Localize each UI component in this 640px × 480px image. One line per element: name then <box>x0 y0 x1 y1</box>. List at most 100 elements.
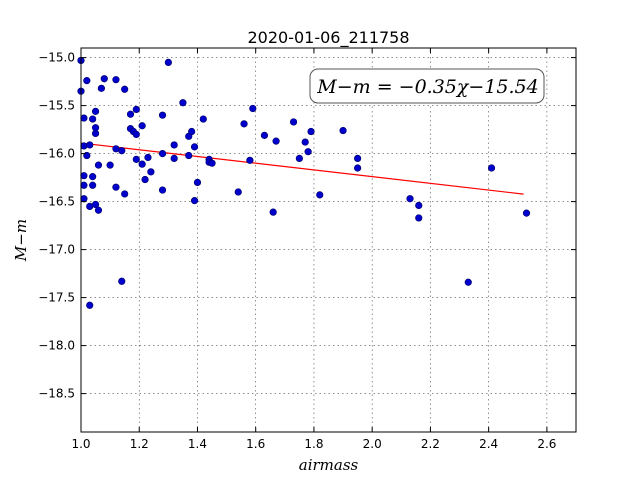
data-point <box>354 154 362 162</box>
data-point <box>138 122 146 130</box>
fit-line <box>80 142 524 195</box>
data-point <box>249 104 257 113</box>
y-tick-label: −18.5 <box>38 387 75 401</box>
data-point <box>415 201 423 210</box>
data-point <box>80 114 88 122</box>
data-point <box>132 130 140 138</box>
data-point <box>179 99 187 107</box>
x-tick-label: 2.4 <box>479 437 498 451</box>
data-point <box>118 147 126 155</box>
data-point <box>307 127 315 136</box>
data-point <box>188 127 196 136</box>
data-point <box>304 148 312 156</box>
x-tick-label: 2.2 <box>421 437 440 451</box>
data-point <box>199 115 207 123</box>
x-tick-label: 2.6 <box>537 437 556 451</box>
data-point <box>80 142 88 150</box>
data-point <box>522 209 531 217</box>
data-point <box>170 154 178 162</box>
data-point <box>80 195 88 203</box>
data-point <box>97 84 105 92</box>
data-point <box>415 214 423 222</box>
y-tick-label: −17.5 <box>38 291 75 305</box>
x-tick-label: 2.0 <box>363 437 382 451</box>
data-point <box>132 155 140 163</box>
data-point <box>464 278 472 286</box>
data-point <box>240 120 248 128</box>
data-point <box>234 188 242 196</box>
data-point <box>272 137 280 145</box>
y-axis-label: M−m <box>12 219 30 262</box>
data-point <box>91 124 100 132</box>
data-point <box>354 164 362 172</box>
data-point <box>91 107 100 115</box>
x-tick-label: 1.8 <box>304 437 323 451</box>
data-point <box>121 85 129 93</box>
data-point <box>170 141 178 149</box>
data-point <box>193 178 202 186</box>
y-tick-label: −16.5 <box>38 195 75 209</box>
data-point <box>190 143 199 151</box>
data-point <box>246 156 254 164</box>
x-tick-label: 1.0 <box>71 437 90 451</box>
data-point <box>158 111 167 119</box>
data-point <box>147 168 155 176</box>
data-point <box>295 154 303 162</box>
data-point <box>100 75 108 83</box>
grid-lines <box>80 48 576 432</box>
data-point <box>289 118 298 126</box>
data-point <box>487 164 496 172</box>
data-point <box>94 161 103 169</box>
data-point <box>132 105 140 114</box>
data-point <box>301 138 309 146</box>
fit-equation-frame <box>309 68 545 104</box>
y-tick-label: −15.5 <box>38 99 75 113</box>
x-axis-label: airmass <box>299 456 359 474</box>
data-points <box>77 56 531 309</box>
y-tick-label: −17.0 <box>38 243 75 257</box>
plot-frame <box>80 47 577 433</box>
data-point <box>91 200 100 209</box>
data-point <box>141 175 149 184</box>
data-point <box>86 141 94 149</box>
data-point <box>89 181 97 189</box>
data-point <box>126 110 135 118</box>
fit-line-group <box>80 142 524 195</box>
y-tick-label: −15.0 <box>38 51 75 65</box>
data-point <box>208 159 216 167</box>
data-point <box>112 76 120 84</box>
fit-equation-box: M−m = −0.35χ−15.54 <box>309 68 545 104</box>
data-point <box>185 151 193 160</box>
x-tick-label: 1.2 <box>130 437 149 451</box>
data-point <box>94 206 103 214</box>
y-tick-label: −18.0 <box>38 339 75 353</box>
data-point <box>138 160 146 168</box>
data-point <box>80 172 88 180</box>
data-point <box>106 161 114 169</box>
data-point <box>89 173 97 181</box>
data-point <box>269 208 277 216</box>
data-point <box>406 195 414 203</box>
data-point <box>316 191 324 199</box>
data-point <box>339 126 347 135</box>
data-point <box>190 197 199 205</box>
x-tick-label: 1.6 <box>246 437 265 451</box>
data-point <box>118 277 126 285</box>
data-point <box>80 181 88 189</box>
data-point <box>83 77 91 85</box>
data-point <box>158 186 167 194</box>
data-point <box>89 115 97 123</box>
data-point <box>86 301 94 309</box>
x-tick-label: 1.4 <box>188 437 207 451</box>
data-point <box>260 131 269 139</box>
data-point <box>164 58 172 67</box>
y-tick-label: −16.0 <box>38 147 75 161</box>
axis-ticks: 1.0 1.2 1.4 1.6 1.8 2.0 2.2 2.4 2.6 −15.0 −15.5 −16… <box>38 48 576 451</box>
data-point <box>144 153 152 162</box>
data-point <box>121 190 129 198</box>
chart-title: 2020-01-06_211758 <box>247 28 409 48</box>
fit-equation-text: M−m = −0.35χ−15.54 <box>316 76 538 98</box>
data-point <box>112 183 120 191</box>
data-point <box>158 150 167 158</box>
